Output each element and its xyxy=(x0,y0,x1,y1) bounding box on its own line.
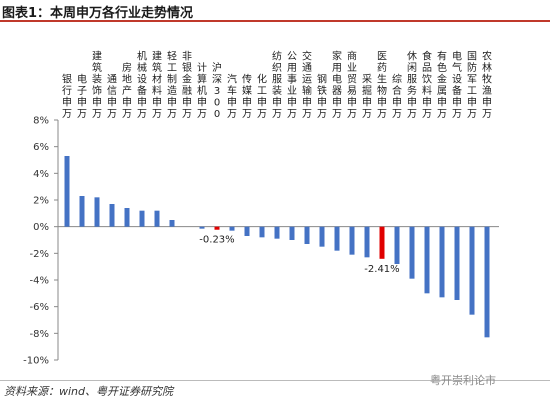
bar xyxy=(169,220,175,227)
category-label: 建筑装饰申万 xyxy=(92,50,102,121)
category-label: 房地产申万 xyxy=(122,61,132,120)
bar xyxy=(214,226,220,230)
bar xyxy=(484,226,490,338)
category-label: 国防军工申万 xyxy=(467,51,477,121)
category-label: 家用电器申万 xyxy=(332,50,342,121)
category-label: 商业贸易申万 xyxy=(347,50,357,121)
category-label: 交通运输申万 xyxy=(302,50,312,121)
y-tick-label: -4% xyxy=(30,276,49,287)
bar xyxy=(229,226,235,231)
category-label: 采掘申万 xyxy=(362,74,372,121)
bar xyxy=(409,226,415,279)
bar xyxy=(469,226,475,315)
y-tick-label: 8% xyxy=(33,116,49,127)
bar xyxy=(334,226,340,251)
bar xyxy=(364,226,370,258)
category-label: 化工申万 xyxy=(257,73,267,121)
category-label: 纺织服装申万 xyxy=(272,50,282,121)
data-label: -0.23% xyxy=(199,235,234,246)
data-label: -2.41% xyxy=(364,264,399,275)
category-label: 轻工制造申万 xyxy=(167,50,177,121)
category-label: 机械设备申万 xyxy=(137,50,147,121)
title-underline xyxy=(0,20,550,22)
bar xyxy=(394,226,400,264)
category-label: 通信申万 xyxy=(107,74,117,121)
category-label: 钢铁申万 xyxy=(317,73,327,121)
bar xyxy=(259,226,265,238)
bar-chart: 8% 6% 4% 2% 0% -2% -4% -6% -8% -10% 银行申万电子申万建筑装饰申万… xyxy=(23,50,499,367)
category-label: 综合申万 xyxy=(392,73,402,121)
bar xyxy=(109,204,115,227)
y-tick-label: 6% xyxy=(33,142,49,153)
y-tick-label: 4% xyxy=(33,169,49,180)
bar xyxy=(199,226,205,229)
bar xyxy=(454,226,460,300)
y-tick-label: -8% xyxy=(30,329,49,340)
bar xyxy=(94,197,100,227)
bar xyxy=(64,156,70,227)
bar xyxy=(139,210,145,227)
footer-divider xyxy=(0,380,550,381)
y-tick-label: 2% xyxy=(33,196,49,207)
category-label: 农林牧渔申万 xyxy=(482,50,492,121)
category-label: 休闲服务申万 xyxy=(407,51,417,121)
bar xyxy=(154,210,160,227)
bar xyxy=(79,196,85,227)
bar xyxy=(439,226,445,298)
category-label: 计算机申万 xyxy=(197,61,207,120)
watermark: 粤开崇利论市 xyxy=(430,374,496,387)
category-label: 食品饮料申万 xyxy=(422,50,432,121)
y-tick-label: -6% xyxy=(30,302,49,313)
category-label: 医药生物申万 xyxy=(377,51,387,121)
category-label: 电子申万 xyxy=(77,73,87,121)
category-label: 沪深 3 0 0 xyxy=(212,61,222,120)
bar xyxy=(379,226,385,259)
bar xyxy=(424,226,430,294)
bar xyxy=(274,226,280,239)
bar xyxy=(349,226,355,255)
y-tick-label: 0% xyxy=(33,222,49,233)
chart-title: 图表1：本周申万各行业走势情况 xyxy=(2,6,194,21)
bar xyxy=(244,226,250,236)
bar xyxy=(124,208,130,227)
category-label: 电气设备申万 xyxy=(452,50,462,121)
category-label: 银行申万 xyxy=(62,73,72,121)
source-note: 资料来源：wind、粤开证券研究院 xyxy=(4,385,174,398)
category-label: 公用事业申万 xyxy=(287,52,297,121)
category-label: 汽车申万 xyxy=(227,73,237,121)
bar xyxy=(304,226,310,244)
bar xyxy=(319,226,325,247)
bar xyxy=(289,226,295,240)
category-label: 有色金属申万 xyxy=(437,50,447,121)
category-label: 传媒申万 xyxy=(242,74,252,121)
y-tick-label: -10% xyxy=(23,356,49,367)
category-label: 建筑材料申万 xyxy=(152,50,162,121)
category-label: 非银金融申万 xyxy=(182,51,192,121)
y-tick-label: -2% xyxy=(30,249,49,260)
